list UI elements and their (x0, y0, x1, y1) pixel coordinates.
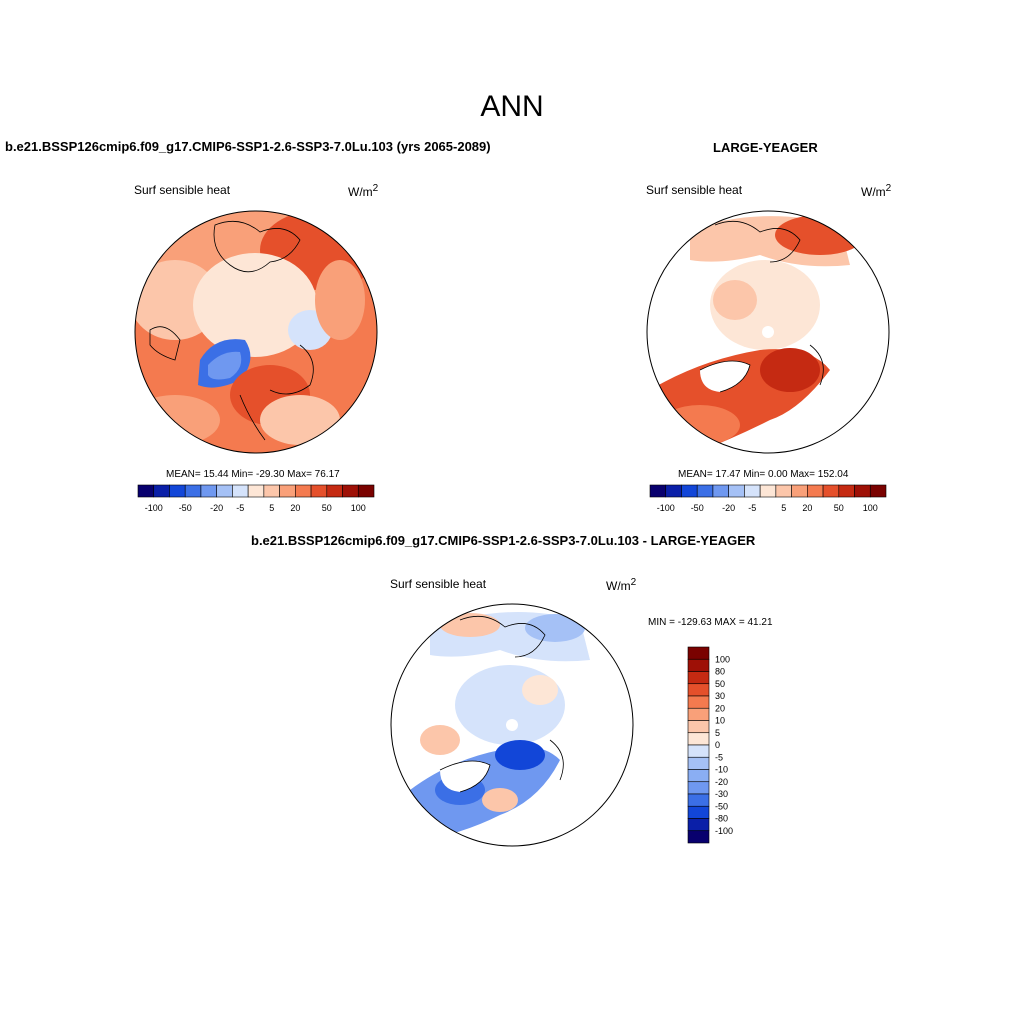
colorbar-tick-label: 50 (834, 503, 844, 513)
colorbar-tick-label: 100 (715, 654, 730, 664)
panel1-title: b.e21.BSSP126cmip6.f09_g17.CMIP6-SSP1-2.… (5, 139, 491, 154)
map1-colorbar: -100 -50 -20 -5 5 20 50 100 (137, 484, 375, 513)
colorbar-swatch (687, 732, 710, 746)
colorbar-swatch (263, 484, 280, 498)
colorbar-swatch (687, 720, 710, 734)
colorbar-tick-label: -20 (722, 503, 735, 513)
colorbar-swatch (247, 484, 265, 498)
colorbar-tick-label: -20 (715, 777, 728, 787)
panel3-minmax: MIN = -129.63 MAX = 41.21 (648, 617, 773, 628)
colorbar-tick-label: 0 (715, 740, 720, 750)
colorbar-tick-label: -30 (715, 789, 728, 799)
panel2-units-label: W/m2 (861, 183, 892, 199)
colorbar-swatch (744, 484, 761, 498)
colorbar-tick-label: 80 (715, 667, 725, 677)
map2-colorbar: -100 -50 -20 -5 5 20 50 100 (649, 484, 887, 513)
colorbar-swatch (687, 805, 710, 819)
colorbar-swatch (687, 769, 710, 783)
colorbar-tick-label: -50 (691, 503, 704, 513)
panel3-units-label: W/m2 (606, 577, 637, 593)
colorbar-swatch (200, 484, 217, 498)
colorbar-tick-label: -100 (715, 826, 733, 836)
colorbar-tick-label: 20 (290, 503, 300, 513)
colorbar-swatch (869, 484, 887, 498)
colorbar-swatch (687, 658, 710, 672)
map2-polar-map (646, 210, 890, 454)
main-title: ANN (480, 90, 544, 123)
colorbar-swatch (687, 683, 710, 697)
colorbar-swatch (687, 744, 710, 758)
colorbar-tick-label: -50 (715, 801, 728, 811)
colorbar-swatch (687, 695, 710, 709)
colorbar-swatch (279, 484, 296, 498)
colorbar-swatch (687, 646, 710, 660)
colorbar-tick-label: 30 (715, 691, 725, 701)
colorbar-tick-label: 5 (781, 503, 786, 513)
colorbar-swatch (791, 484, 808, 498)
colorbar-tick-label: 20 (715, 703, 725, 713)
panel2-title: LARGE-YEAGER (713, 140, 818, 155)
panel1-units-label: W/m2 (348, 183, 379, 199)
colorbar-swatch (687, 818, 710, 832)
colorbar-swatch (681, 484, 698, 498)
panel3-variable-label: Surf sensible heat (390, 577, 487, 591)
map1-polar-map (134, 210, 378, 454)
colorbar-swatch (807, 484, 824, 498)
colorbar-swatch (687, 830, 710, 844)
colorbar-tick-label: 50 (322, 503, 332, 513)
colorbar-swatch (310, 484, 328, 498)
colorbar-swatch (232, 484, 249, 498)
colorbar-tick-label: -5 (236, 503, 244, 513)
colorbar-swatch (357, 484, 375, 498)
colorbar-tick-label: -100 (657, 503, 675, 513)
panel2-stats: MEAN= 17.47 Min= 0.00 Max= 152.04 (678, 469, 849, 480)
colorbar-tick-label: 10 (715, 716, 725, 726)
colorbar-tick-label: 50 (715, 679, 725, 689)
panel1-variable-label: Surf sensible heat (134, 183, 231, 197)
colorbar-swatch (838, 484, 855, 498)
colorbar-swatch (687, 781, 710, 795)
colorbar-tick-label: 5 (269, 503, 274, 513)
colorbar-swatch (295, 484, 312, 498)
panel1-stats: MEAN= 15.44 Min= -29.30 Max= 76.17 (166, 469, 340, 480)
colorbar-tick-label: -80 (715, 814, 728, 824)
colorbar-tick-label: -20 (210, 503, 223, 513)
colorbar-swatch (687, 707, 710, 721)
colorbar-swatch (649, 484, 667, 498)
colorbar-tick-label: 20 (802, 503, 812, 513)
colorbar-swatch (687, 793, 710, 807)
colorbar-swatch (822, 484, 840, 498)
colorbar-swatch (137, 484, 155, 498)
map3-polar-map (390, 603, 634, 847)
colorbar-tick-label: 100 (863, 503, 878, 513)
colorbar-swatch (665, 484, 682, 498)
colorbar-swatch (775, 484, 792, 498)
colorbar-swatch (184, 484, 202, 498)
colorbar-swatch (687, 756, 710, 770)
panel3-title: b.e21.BSSP126cmip6.f09_g17.CMIP6-SSP1-2.… (251, 533, 756, 548)
colorbar-swatch (759, 484, 777, 498)
panel2-variable-label: Surf sensible heat (646, 183, 743, 197)
colorbar-tick-label: -100 (145, 503, 163, 513)
colorbar-swatch (216, 484, 233, 498)
colorbar-swatch (854, 484, 871, 498)
colorbar-tick-label: -50 (179, 503, 192, 513)
colorbar-swatch (696, 484, 714, 498)
colorbar-swatch (712, 484, 729, 498)
colorbar-swatch (326, 484, 343, 498)
colorbar-tick-label: -5 (748, 503, 756, 513)
colorbar-tick-label: -5 (715, 752, 723, 762)
colorbar-tick-label: 5 (715, 728, 720, 738)
colorbar-swatch (153, 484, 170, 498)
colorbar-tick-label: 100 (351, 503, 366, 513)
colorbar-swatch (169, 484, 186, 498)
colorbar-tick-label: -10 (715, 765, 728, 775)
colorbar-swatch (342, 484, 359, 498)
colorbar-swatch (687, 671, 710, 685)
colorbar-swatch (728, 484, 745, 498)
